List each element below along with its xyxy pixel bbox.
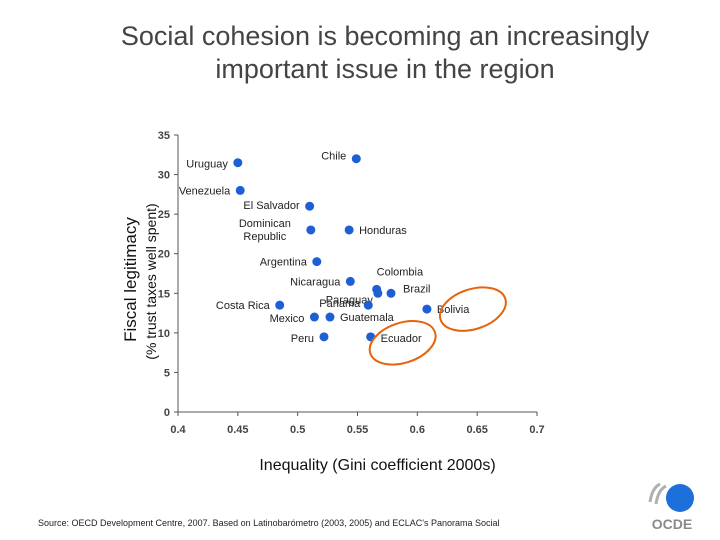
logo-mark-icon [648, 482, 694, 512]
x-tick-label: 0.4 [170, 424, 186, 436]
y-tick-label: 25 [158, 209, 170, 221]
y-tick-label: 15 [158, 288, 170, 300]
point-guatemala [325, 312, 335, 322]
point-label-mexico: Mexico [270, 313, 305, 325]
x-tick-label: 0.45 [227, 424, 248, 436]
point-peru [319, 332, 329, 342]
title-line-1: Social cohesion is becoming an increasin… [120, 21, 650, 51]
y-tick-label: 10 [158, 328, 170, 340]
point-label-nicaragua: Nicaragua [290, 276, 341, 288]
point-dominican-republic [306, 225, 316, 235]
point-label-uruguay: Uruguay [186, 159, 228, 171]
point-panama [363, 300, 373, 310]
y-tick-label: 35 [158, 130, 170, 142]
point-label-bolivia: Bolivia [437, 304, 470, 316]
point-argentina [312, 257, 322, 267]
chart-title: Social cohesion is becoming an increasin… [95, 20, 675, 86]
point-label-paraguay: Paraguay [326, 294, 374, 306]
point-label-el-salvador: El Salvador [243, 200, 300, 212]
point-nicaragua [345, 276, 355, 286]
title-line-2: important issue in the region [215, 54, 555, 84]
point-label-costa-rica: Costa Rica [216, 300, 271, 312]
highlight-ellipse-bolivia [438, 286, 507, 332]
point-label-dominican-republic-line: Dominican [239, 218, 291, 230]
y-tick-label: 30 [158, 170, 170, 182]
point-label-dominican-republic-line: Republic [243, 231, 286, 243]
point-label-dominican-republic: Dominican Republic [239, 218, 291, 243]
point-label-guatemala: Guatemala [340, 312, 395, 324]
point-el-salvador [305, 201, 315, 211]
point-uruguay [233, 158, 243, 168]
y-tick-label: 5 [164, 367, 170, 379]
point-label-argentina: Argentina [260, 257, 308, 269]
x-tick-label: 0.5 [290, 424, 305, 436]
point-label-honduras: Honduras [359, 225, 407, 237]
highlight-ellipse-ecuador [368, 320, 437, 366]
point-costa-rica [275, 300, 285, 310]
point-label-brazil: Brazil [403, 283, 431, 295]
y-tick-label: 0 [164, 407, 170, 419]
point-label-peru: Peru [291, 333, 314, 345]
oecd-logo: OCDE [648, 482, 694, 532]
point-honduras [344, 225, 354, 235]
source-note: Source: OECD Development Centre, 2007. B… [38, 518, 500, 528]
y-axis-subtitle: (% trust taxes well spent) [143, 203, 159, 359]
point-mexico [309, 312, 319, 322]
point-venezuela [235, 185, 245, 195]
point-label-venezuela: Venezuela [179, 185, 231, 197]
point-chile [351, 154, 361, 164]
x-tick-label: 0.55 [347, 424, 368, 436]
point-bolivia [422, 304, 432, 314]
x-tick-label: 0.7 [529, 424, 544, 436]
x-tick-label: 0.65 [466, 424, 487, 436]
logo-text: OCDE [652, 516, 692, 532]
point-label-chile: Chile [321, 151, 346, 163]
point-label-colombia: Colombia [377, 266, 424, 278]
point-label-ecuador: Ecuador [381, 333, 422, 345]
x-tick-label: 0.6 [410, 424, 425, 436]
point-label-panama: Panama [319, 298, 361, 310]
point-paraguay [373, 288, 383, 298]
y-tick-label: 20 [158, 249, 170, 261]
point-brazil [386, 288, 396, 298]
x-axis-title: Inequality (Gini coefficient 2000s) [259, 457, 495, 474]
y-axis-title: Fiscal legitimacy [121, 217, 140, 342]
